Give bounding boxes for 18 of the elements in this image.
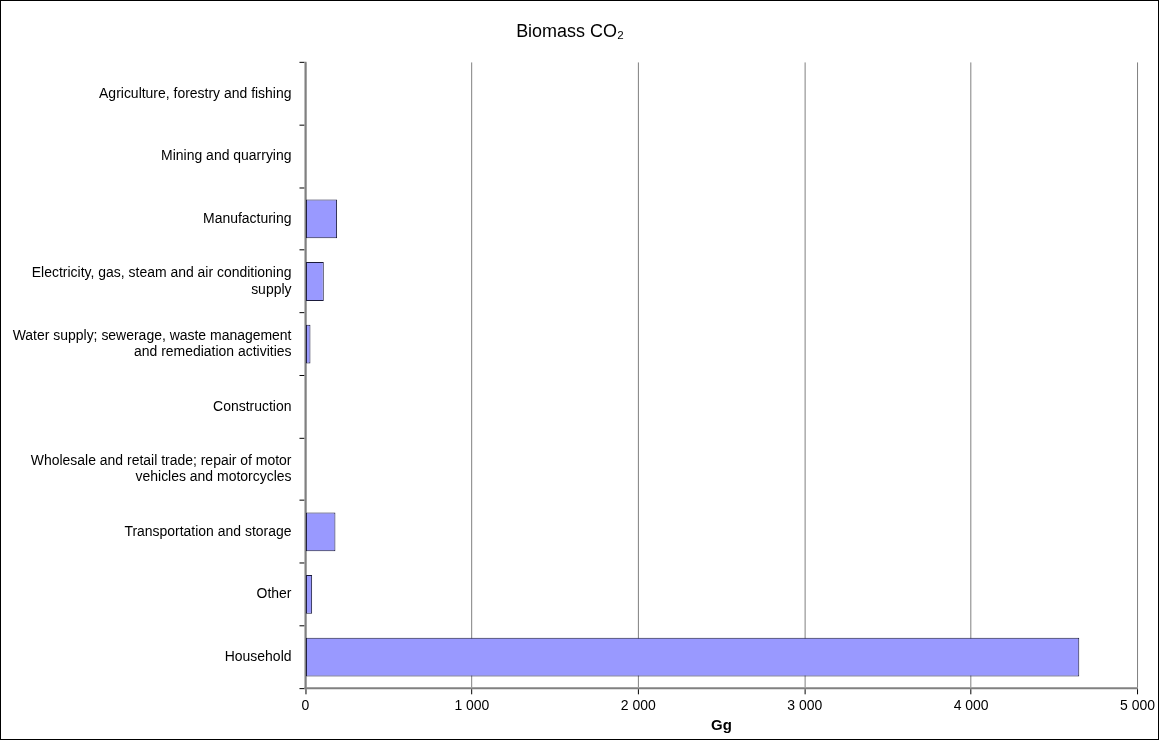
y-tick-label: Water supply; sewerage, waste management and remediation activities [12, 326, 292, 360]
y-tick-label: Transportation and storage [124, 522, 292, 539]
y-tick-label: Household [224, 647, 292, 664]
x-axis-title: Gg [711, 716, 732, 734]
y-tick-label: Wholesale and retail trade; repair of motor vehicles and motorcycles [30, 451, 292, 485]
x-tick-label: 5 000 [1120, 696, 1156, 713]
y-tick-label: Agriculture, forestry and fishing [99, 84, 292, 101]
y-tick-label: Mining and quarrying [161, 147, 292, 164]
y-tick-label: Other [256, 585, 292, 602]
x-tick-label: 2 000 [620, 696, 656, 713]
x-tick-label: 3 000 [787, 696, 823, 713]
y-tick-label: Electricity, gas, steam and air conditioning supply [31, 263, 292, 297]
y-tick-label: Manufacturing [203, 209, 292, 226]
x-tick-label: 0 [301, 696, 310, 713]
x-tick-label: 1 000 [454, 696, 490, 713]
chart-title: Biomass CO₂ [516, 20, 624, 41]
x-tick-label: 4 000 [953, 696, 989, 713]
y-tick-label: Construction [213, 397, 292, 414]
